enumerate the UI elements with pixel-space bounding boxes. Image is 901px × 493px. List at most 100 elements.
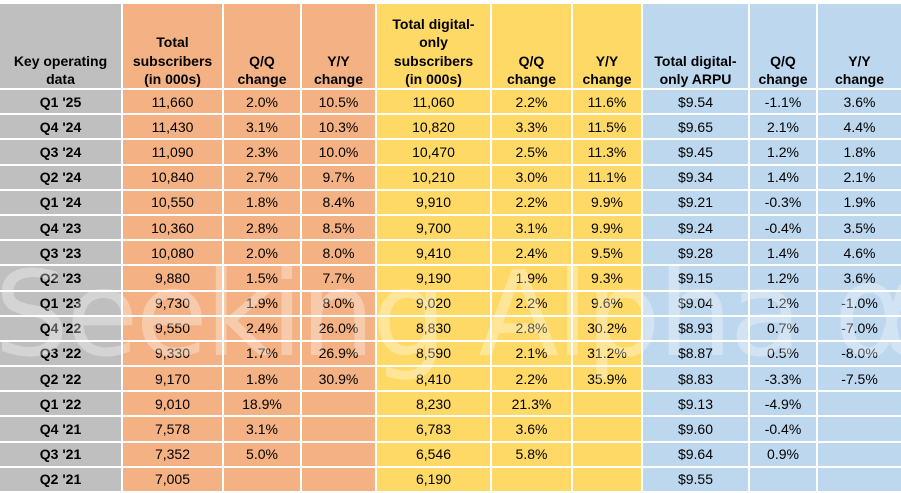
cell: 0.9%	[750, 442, 818, 468]
cell: 9.9%	[573, 215, 643, 242]
cell: -3.3%	[750, 367, 818, 393]
cell: 9,880	[123, 266, 224, 292]
cell: 3.5%	[818, 215, 901, 242]
cell: 2.8%	[492, 316, 573, 342]
cell: 3.1%	[224, 115, 302, 141]
cell: 4.6%	[818, 241, 901, 267]
cell: 9.9%	[573, 190, 643, 216]
cell: 9.3%	[573, 266, 643, 292]
cell: 10,210	[377, 165, 492, 191]
cell: 2.0%	[224, 241, 302, 267]
cell: 8,830	[377, 316, 492, 342]
table-row: Q3 '22 9,330 1.7% 26.9% 8,590 2.1% 31.2% $8.87 0…	[0, 341, 901, 368]
cell: 2.2%	[492, 190, 573, 216]
row-label: Q4 '24	[0, 115, 123, 141]
row-label: Q2 '24	[0, 165, 123, 191]
key-operating-data-table: Key operating data Total subscribers (in …	[0, 4, 901, 493]
column-header-digital-only-arpu-qq-change: Q/Q change	[750, 4, 818, 90]
row-label: Q3 '24	[0, 140, 123, 166]
cell	[818, 467, 901, 493]
row-label: Q1 '22	[0, 392, 123, 418]
row-label: Q4 '22	[0, 316, 123, 342]
cell: 1.9%	[818, 190, 901, 216]
cell: 2.4%	[224, 316, 302, 342]
cell: 1.2%	[750, 140, 818, 166]
cell: 9.7%	[302, 165, 377, 191]
cell: 11.6%	[573, 90, 643, 116]
row-label: Q3 '21	[0, 442, 123, 468]
cell	[818, 392, 901, 418]
cell: 8.0%	[302, 241, 377, 267]
cell: 1.9%	[224, 291, 302, 317]
cell: 10.3%	[302, 115, 377, 141]
row-label: Q4 '23	[0, 215, 123, 242]
table-row: Q4 '21 7,578 3.1% 6,783 3.6% $9.60 -0.4%	[0, 417, 901, 443]
cell: 2.1%	[492, 341, 573, 368]
cell: 30.2%	[573, 316, 643, 342]
cell: $8.87	[643, 341, 750, 368]
cell: 26.0%	[302, 316, 377, 342]
table-row: Q1 '23 9,730 1.9% 8.0% 9,020 2.2% 9.6% $9.04 1.2…	[0, 291, 901, 317]
cell	[573, 392, 643, 418]
table-row: Q3 '24 11,090 2.3% 10.0% 10,470 2.5% 11.3% $9.4…	[0, 140, 901, 166]
table-row: Q2 '24 10,840 2.7% 9.7% 10,210 3.0% 11.1% $9.34…	[0, 165, 901, 191]
column-header-digital-only-subscribers-yy-change: Y/Y change	[573, 4, 643, 90]
cell: 10,360	[123, 215, 224, 242]
cell: 11.1%	[573, 165, 643, 191]
cell: 7,005	[123, 467, 224, 493]
cell: $9.28	[643, 241, 750, 267]
cell: 21.3%	[492, 392, 573, 418]
cell: 3.6%	[818, 90, 901, 116]
cell	[573, 417, 643, 443]
row-label: Q3 '22	[0, 341, 123, 368]
cell	[818, 442, 901, 468]
cell: 9,330	[123, 341, 224, 368]
table-row: Q3 '21 7,352 5.0% 6,546 5.8% $9.64 0.9%	[0, 442, 901, 468]
row-label: Q1 '25	[0, 90, 123, 116]
cell: 2.8%	[224, 215, 302, 242]
table-row: Q2 '21 7,005 6,190 $9.55	[0, 467, 901, 493]
cell: 8.0%	[302, 291, 377, 317]
cell: 2.1%	[818, 165, 901, 191]
cell: 3.0%	[492, 165, 573, 191]
cell: $9.60	[643, 417, 750, 443]
cell	[818, 417, 901, 443]
table-header-row: Key operating data Total subscribers (in …	[0, 4, 901, 90]
cell: 1.4%	[750, 165, 818, 191]
cell: 8,590	[377, 341, 492, 368]
cell: 6,190	[377, 467, 492, 493]
cell: 1.5%	[224, 266, 302, 292]
cell: -7.0%	[818, 316, 901, 342]
cell: 9,010	[123, 392, 224, 418]
cell: 1.9%	[492, 266, 573, 292]
row-label: Q1 '23	[0, 291, 123, 317]
cell: $8.83	[643, 367, 750, 393]
cell: 3.1%	[224, 417, 302, 443]
cell: 8,230	[377, 392, 492, 418]
row-label: Q4 '21	[0, 417, 123, 443]
cell: 3.3%	[492, 115, 573, 141]
cell: 0.5%	[750, 341, 818, 368]
row-label: Q2 '23	[0, 266, 123, 292]
cell: 10,080	[123, 241, 224, 267]
cell	[302, 467, 377, 493]
cell: 11,660	[123, 90, 224, 116]
cell: 9.6%	[573, 291, 643, 317]
row-label: Q2 '21	[0, 467, 123, 493]
cell: 10,820	[377, 115, 492, 141]
cell: 31.2%	[573, 341, 643, 368]
cell: $8.93	[643, 316, 750, 342]
cell: 5.8%	[492, 442, 573, 468]
cell: 9,020	[377, 291, 492, 317]
cell: 9,550	[123, 316, 224, 342]
cell: -4.9%	[750, 392, 818, 418]
row-label: Q3 '23	[0, 241, 123, 267]
cell: 9,910	[377, 190, 492, 216]
cell: -7.5%	[818, 367, 901, 393]
cell: 1.8%	[224, 190, 302, 216]
table-row: Q3 '23 10,080 2.0% 8.0% 9,410 2.4% 9.5% $9.28 1.…	[0, 241, 901, 267]
cell: $9.54	[643, 90, 750, 116]
row-label: Q1 '24	[0, 190, 123, 216]
cell: 1.4%	[750, 241, 818, 267]
